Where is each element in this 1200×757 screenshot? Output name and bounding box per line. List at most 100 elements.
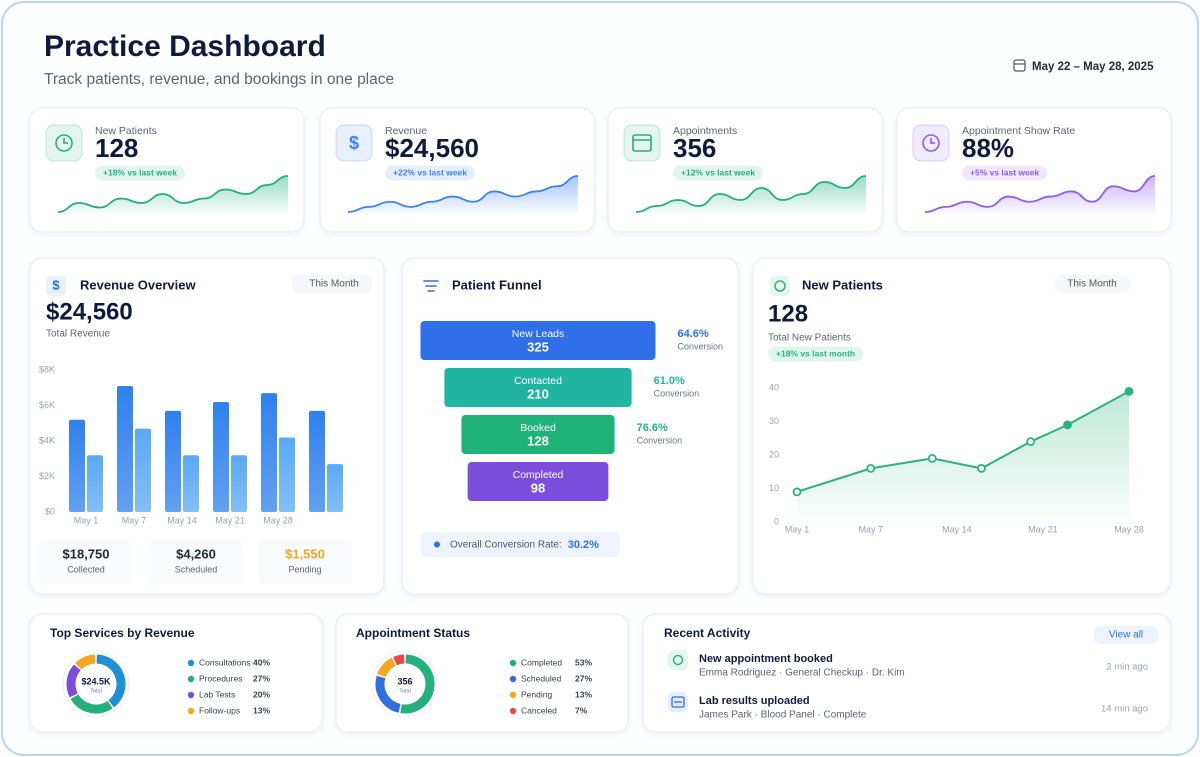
- bar: [213, 401, 229, 512]
- donut-segment: [96, 654, 126, 708]
- summary-value: $4,260: [176, 546, 216, 561]
- y-tick-label: 10: [769, 483, 779, 493]
- sparkline: [347, 175, 579, 213]
- card-title: Top Services by Revenue: [50, 626, 195, 640]
- line-point: [792, 487, 802, 497]
- activity-detail: Emma Rodriguez · General Checkup · Dr. K…: [699, 668, 905, 679]
- card-title: Patient Funnel: [452, 277, 542, 292]
- line-point: [927, 453, 937, 463]
- sparkline-area: [348, 176, 578, 214]
- legend-dot: [509, 675, 517, 683]
- kpi-change: +12% vs last week: [681, 167, 755, 177]
- donut-segment: [393, 654, 405, 666]
- conversion-caption: Conversion: [654, 388, 700, 398]
- stage-value: 128: [527, 433, 549, 448]
- total-label: Total New Patients: [768, 333, 851, 344]
- kpi-icon: [55, 134, 73, 152]
- activity-title: New appointment booked: [699, 653, 833, 665]
- x-tick-label: May 1: [74, 515, 99, 525]
- conversion-rate: 76.6%: [637, 422, 668, 434]
- period-select[interactable]: This Month: [1067, 279, 1116, 290]
- donut-center-value: 356: [397, 676, 412, 686]
- y-tick-label: $8K: [39, 364, 55, 374]
- activity-time: 2 min ago: [1106, 662, 1148, 673]
- overall-box: [421, 532, 620, 557]
- period-select-bg: [1055, 275, 1130, 293]
- change-pill-bg: [768, 346, 864, 362]
- card-icon: $: [52, 277, 60, 292]
- line-point: [1124, 386, 1134, 396]
- legend-value: 27%: [575, 673, 592, 683]
- legend-label: Pending: [521, 689, 552, 699]
- kpi-change-bg: [673, 165, 763, 181]
- bar: [117, 385, 133, 512]
- kpi-label: Appointment Show Rate: [962, 125, 1075, 137]
- x-tick-label: May 21: [215, 515, 245, 525]
- activity-detail: James Park · Blood Panel · Complete: [699, 710, 867, 721]
- page-subtitle: Track patients, revenue, and bookings in…: [44, 71, 394, 88]
- x-tick-label: May 21: [1028, 524, 1058, 534]
- y-tick-label: $2K: [39, 471, 55, 481]
- activity-icon-bg: [668, 650, 688, 670]
- sparkline-area: [58, 176, 288, 214]
- period-select[interactable]: This Month: [309, 279, 358, 290]
- funnel-stage: [467, 462, 609, 501]
- funnel-stage: [444, 368, 632, 407]
- sparkline-area: [925, 176, 1155, 214]
- bar: [261, 393, 277, 512]
- line-point: [1063, 420, 1072, 430]
- legend-dot: [509, 707, 517, 715]
- legend-value: 7%: [575, 705, 588, 715]
- kpi-change-bg: [962, 165, 1048, 181]
- activity-time: 14 min ago: [1101, 704, 1148, 715]
- card-title: Revenue Overview: [80, 277, 197, 292]
- change-pill: +18% vs last month: [776, 348, 855, 358]
- bar: [309, 410, 325, 512]
- x-tick-label: May 1: [785, 524, 810, 534]
- legend-label: Follow-ups: [199, 705, 240, 715]
- summary-label: Collected: [67, 564, 105, 574]
- legend-label: Canceled: [521, 705, 557, 715]
- summary-value: $18,750: [63, 546, 110, 561]
- conversion-caption: Conversion: [637, 435, 683, 445]
- kpi-icon: [632, 134, 652, 152]
- card-title: Appointment Status: [356, 626, 470, 640]
- sparkline: [635, 175, 867, 213]
- summary-label: Pending: [288, 564, 321, 574]
- donut-segment: [66, 664, 81, 698]
- kpi-label: New Patients: [95, 125, 157, 137]
- view-all-bg[interactable]: [1094, 626, 1158, 644]
- donut-segment: [377, 657, 397, 678]
- conversion-rate: 64.6%: [678, 328, 709, 340]
- summary-value: $1,550: [285, 546, 325, 561]
- x-tick-label: May 28: [1114, 524, 1144, 534]
- legend-value: 13%: [253, 705, 270, 715]
- funnel-stage: [420, 321, 656, 360]
- legend-dot: [187, 659, 195, 667]
- icon-bg: [46, 276, 66, 296]
- line-point: [866, 463, 876, 473]
- x-tick-label: May 28: [263, 515, 293, 525]
- overall-label: Overall Conversion Rate:: [450, 540, 562, 551]
- kpi-value: 88%: [962, 133, 1014, 163]
- donut-segment: [70, 694, 113, 714]
- bar: [327, 464, 343, 512]
- date-range[interactable]: May 22 – May 28, 2025: [1032, 61, 1154, 73]
- legend-label: Scheduled: [521, 673, 561, 683]
- stage-label: New Leads: [512, 328, 565, 340]
- bar: [183, 455, 199, 512]
- sparkline: [57, 175, 289, 213]
- view-all-button[interactable]: View all: [1109, 630, 1143, 641]
- legend-label: Lab Tests: [199, 689, 235, 699]
- x-tick-label: May 14: [942, 524, 972, 534]
- legend-value: 53%: [575, 657, 592, 667]
- legend-label: Completed: [521, 657, 562, 667]
- conversion-caption: Conversion: [678, 341, 724, 351]
- kpi-change: +18% vs last week: [103, 167, 177, 177]
- legend-dot: [509, 659, 517, 667]
- summary-box: [258, 540, 352, 584]
- donut-center-value: $24.5K: [81, 676, 111, 686]
- kpi-change-bg: [95, 165, 185, 181]
- kpi-change-bg: [385, 165, 475, 181]
